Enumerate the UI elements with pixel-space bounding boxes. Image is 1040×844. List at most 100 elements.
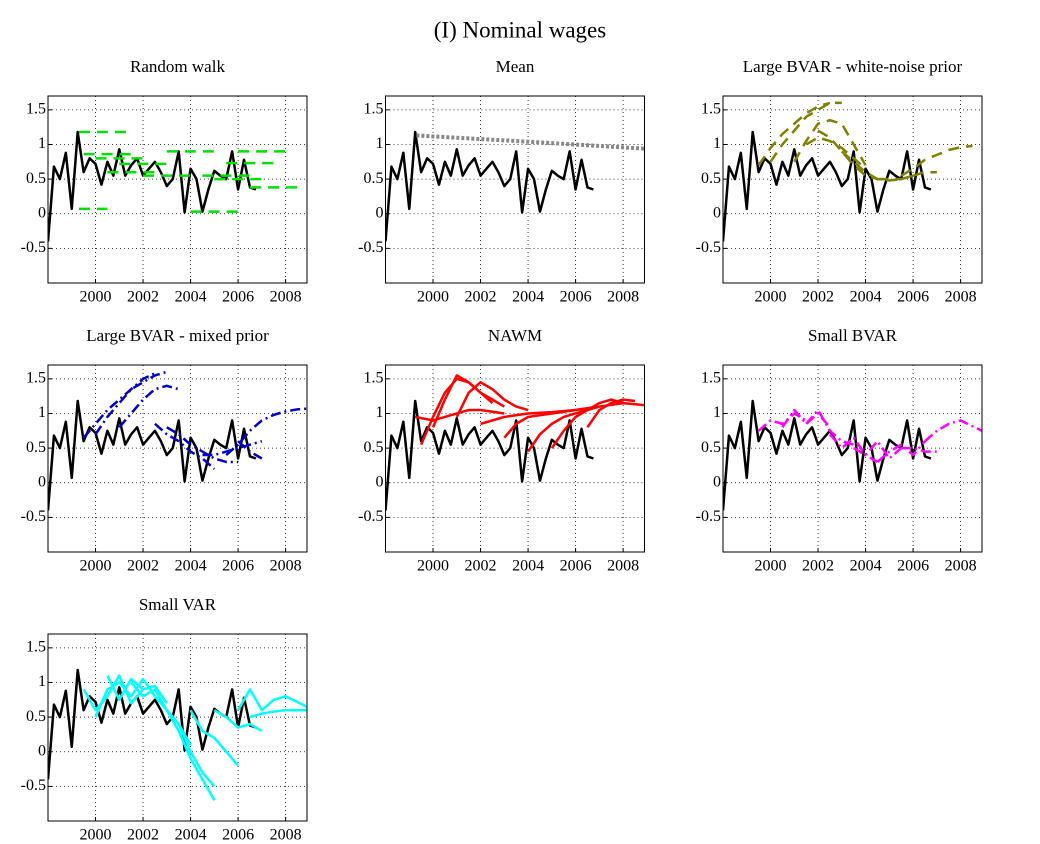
panel: Mean 2000 2002 2004 2006 2008 -0.5 0 0.5 1 1.5: [358, 57, 645, 306]
series-line: [106, 675, 168, 704]
panel-title: Mean: [496, 57, 535, 76]
x-tick-label: 2008: [270, 558, 302, 575]
plot-frame: [722, 95, 983, 284]
series-line: [853, 439, 903, 460]
panel-title: NAWM: [488, 326, 542, 345]
y-tick-label: 1: [713, 135, 721, 152]
x-tick-label: 2002: [465, 289, 497, 306]
x-tick-label: 2004: [512, 558, 544, 575]
x-tick-label: 2004: [512, 289, 544, 306]
x-tick-label: 2000: [80, 827, 112, 844]
series-line: [94, 370, 168, 435]
series-line: [416, 133, 645, 151]
series-line: [586, 398, 636, 429]
series-line: [877, 170, 937, 181]
series-line: [237, 688, 307, 712]
x-tick-label: 2002: [802, 558, 834, 575]
x-tick-label: 2006: [560, 558, 592, 575]
x-tick-label: 2004: [175, 827, 207, 844]
series-line: [82, 372, 156, 439]
plot-frame: [385, 364, 645, 553]
x-tick-label: 2000: [417, 558, 449, 575]
series-line: [805, 136, 867, 170]
y-tick-label: 1.5: [364, 101, 384, 118]
series-line: [455, 381, 529, 418]
series-line: [249, 708, 307, 719]
panel-title: Small VAR: [139, 595, 217, 614]
y-tick-label: -0.5: [21, 777, 46, 794]
panel: Small VAR 2000 2002 2004 2006 2008 -0.5 0 0.5 1 1.…: [21, 595, 308, 844]
series-line: [153, 695, 216, 801]
y-tick-label: -0.5: [696, 239, 721, 256]
x-tick-label: 2004: [175, 289, 207, 306]
y-tick-label: 1: [713, 404, 721, 421]
x-tick-label: 2006: [222, 289, 254, 306]
plot-frame: [47, 364, 308, 553]
panel: Small BVAR 2000 2002 2004 2006 2008 -0.5 0 0.5 1 1…: [696, 326, 983, 575]
panel: NAWM 2000 2002 2004 2006 2008 -0.5 0 0.5 1 1.5: [358, 326, 645, 575]
x-tick-label: 2002: [127, 558, 159, 575]
y-tick-label: 1.5: [26, 639, 46, 656]
x-tick-label: 2002: [127, 827, 159, 844]
y-tick-label: 0: [376, 473, 384, 490]
x-tick-label: 2006: [560, 289, 592, 306]
plot-frame: [47, 95, 308, 284]
series-line: [414, 408, 505, 422]
figure-title: (I) Nominal wages: [434, 17, 606, 42]
series-line: [166, 426, 239, 464]
y-tick-label: 1: [38, 673, 46, 690]
y-tick-label: -0.5: [21, 239, 46, 256]
y-tick-label: 1.5: [364, 370, 384, 387]
x-tick-label: 2006: [897, 558, 929, 575]
series-line: [723, 399, 932, 511]
y-tick-label: 0: [38, 473, 46, 490]
series-line: [419, 377, 494, 446]
panel-title: Large BVAR - white-noise prior: [743, 57, 963, 76]
series-line: [805, 408, 855, 446]
y-tick-label: -0.5: [696, 508, 721, 525]
x-tick-label: 2004: [850, 558, 882, 575]
x-tick-label: 2000: [80, 289, 112, 306]
y-tick-label: 1.5: [701, 101, 721, 118]
x-tick-label: 2004: [175, 558, 207, 575]
y-tick-label: 0: [713, 204, 721, 221]
y-tick-label: 1: [376, 404, 384, 421]
series-line: [48, 130, 257, 242]
series-line: [769, 101, 842, 163]
panel: Large BVAR - white-noise prior 2000 2002 20…: [696, 57, 983, 306]
series-line: [924, 419, 982, 443]
series-line: [757, 101, 831, 166]
series-line: [503, 405, 600, 439]
series-line: [237, 440, 263, 460]
y-tick-label: 1: [376, 135, 384, 152]
x-tick-label: 2008: [945, 558, 977, 575]
series-line: [385, 130, 594, 242]
series-line: [876, 440, 926, 463]
series-line: [118, 384, 180, 429]
panel-title: Random walk: [130, 57, 225, 76]
series-line: [793, 118, 867, 166]
plot-frame: [47, 633, 308, 822]
series-line: [48, 399, 257, 511]
x-tick-label: 2008: [607, 558, 639, 575]
x-tick-label: 2008: [270, 289, 302, 306]
x-tick-label: 2008: [270, 827, 302, 844]
panel: Large BVAR - mixed prior 2000 2002 2004 2006…: [21, 326, 308, 575]
x-tick-label: 2000: [80, 558, 112, 575]
y-tick-label: 0.5: [364, 170, 384, 187]
x-tick-label: 2004: [850, 289, 882, 306]
x-tick-label: 2000: [755, 289, 787, 306]
y-tick-label: 0: [376, 204, 384, 221]
series-line: [828, 433, 879, 464]
y-tick-label: 1: [38, 135, 46, 152]
y-tick-label: 0: [38, 204, 46, 221]
series-line: [189, 709, 240, 767]
y-tick-label: 0.5: [26, 439, 46, 456]
y-tick-label: -0.5: [358, 508, 383, 525]
plot-frame: [722, 364, 983, 553]
y-tick-label: 1.5: [26, 101, 46, 118]
series-line: [202, 439, 263, 457]
y-tick-label: 1.5: [701, 370, 721, 387]
panel: Random walk 2000 2002 2004 2006 2008 -0.5 0 0.5 1…: [21, 57, 308, 306]
series-line: [723, 130, 932, 242]
